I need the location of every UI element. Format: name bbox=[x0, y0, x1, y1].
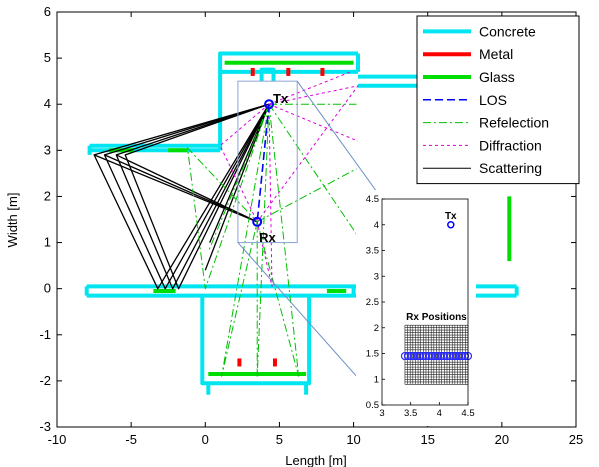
inset-x-tick-label: 4 bbox=[437, 408, 442, 419]
inset-rx-marker bbox=[433, 351, 443, 361]
inset-x-tick-label: 3 bbox=[379, 408, 384, 419]
reflection-ray bbox=[187, 104, 270, 290]
legend-label: Concrete bbox=[479, 23, 536, 39]
scattering-ray bbox=[124, 103, 270, 290]
legend-label: Refelection bbox=[479, 115, 549, 131]
inset-y-tick-label: 2 bbox=[374, 323, 379, 334]
diffraction-ray bbox=[256, 85, 359, 223]
scattering-ray bbox=[103, 103, 270, 290]
y-tick-label: 3 bbox=[44, 142, 51, 157]
legend-label: Glass bbox=[479, 69, 515, 85]
x-tick-label: 15 bbox=[420, 432, 434, 447]
legend-label: Scattering bbox=[479, 160, 542, 176]
reflection-ray bbox=[256, 104, 300, 377]
inset-rx-marker bbox=[451, 351, 461, 361]
y-tick-label: 2 bbox=[44, 188, 51, 203]
x-tick-label: 10 bbox=[346, 432, 360, 447]
inset-title: Rx Positions bbox=[406, 312, 467, 323]
inset-rx-marker bbox=[400, 351, 410, 361]
concrete-wall bbox=[200, 295, 312, 386]
tx-label: Tx bbox=[273, 91, 289, 106]
inset-rx-marker bbox=[448, 351, 458, 361]
inset-y-tick-label: 2.5 bbox=[366, 297, 379, 308]
inset-rx-marker bbox=[445, 351, 455, 361]
y-tick-label: -2 bbox=[39, 373, 51, 388]
inset-y-tick-label: 0.5 bbox=[366, 400, 379, 411]
scattering-ray bbox=[93, 103, 270, 290]
inset-y-tick-label: 3.5 bbox=[366, 246, 379, 257]
reflection-ray bbox=[268, 103, 369, 253]
inset-y-tick-label: 1.5 bbox=[366, 349, 379, 360]
x-tick-label: -10 bbox=[48, 432, 67, 447]
inset-x-tick-label: 3.5 bbox=[404, 408, 417, 419]
rx-label: Rx bbox=[259, 230, 276, 245]
y-tick-label: 0 bbox=[44, 281, 51, 296]
zoom-box bbox=[237, 80, 298, 244]
inset-rx-marker bbox=[430, 351, 440, 361]
reflection-ray bbox=[207, 104, 270, 252]
rx-marker bbox=[252, 216, 263, 227]
y-tick-label: 5 bbox=[44, 50, 51, 65]
inset-rx-marker bbox=[427, 351, 437, 361]
inset-y-tick-label: 1 bbox=[374, 374, 379, 385]
inset-rx-marker bbox=[454, 351, 464, 361]
y-tick-label: -3 bbox=[39, 419, 51, 434]
x-axis-label: Length [m] bbox=[285, 453, 346, 467]
inset-rx-marker bbox=[406, 351, 416, 361]
y-tick-label: 1 bbox=[44, 235, 51, 250]
y-tick-label: 4 bbox=[44, 96, 51, 111]
scattering-ray bbox=[93, 154, 258, 223]
diffraction-ray bbox=[268, 103, 359, 142]
legend: Concrete Metal Glass LOS Refelection Diffract… bbox=[416, 15, 580, 185]
inset-rx-marker bbox=[418, 351, 428, 361]
y-axis-label: Width [m] bbox=[5, 193, 20, 248]
inset-y-tick-label: 4 bbox=[374, 220, 379, 231]
inset-rx-marker bbox=[403, 351, 413, 361]
y-tick-label: 6 bbox=[44, 4, 51, 19]
inset-rx-marker bbox=[415, 351, 425, 361]
inset-rx-marker bbox=[436, 351, 446, 361]
diffraction-ray bbox=[219, 103, 270, 223]
inset-rx-marker bbox=[442, 351, 452, 361]
concrete-wall bbox=[259, 67, 276, 82]
scattering-ray bbox=[116, 154, 258, 223]
reflection-ray bbox=[256, 104, 270, 377]
x-tick-label: 0 bbox=[202, 432, 209, 447]
diffraction-ray bbox=[256, 104, 273, 287]
reflection-ray bbox=[221, 104, 270, 377]
zoom-connector bbox=[296, 80, 383, 200]
x-tick-label: 5 bbox=[276, 432, 283, 447]
tx-marker bbox=[264, 99, 275, 110]
inset-y-tick-label: 4.5 bbox=[366, 194, 379, 205]
inset-tx-label: Tx bbox=[445, 211, 457, 222]
inset-rx-marker bbox=[439, 351, 449, 361]
inset-plot: Rx Positions Tx 3 3.5 4 4.5 0.5 1 1.5 2 2.5 3 3.5 4 4.… bbox=[237, 80, 476, 426]
inset-y-tick-label: 3 bbox=[374, 271, 379, 282]
legend-box bbox=[416, 15, 580, 185]
reflection-ray bbox=[256, 168, 357, 223]
y-tick-label: -1 bbox=[39, 327, 51, 342]
scattering-ray bbox=[209, 103, 270, 243]
inset-rx-marker bbox=[424, 351, 434, 361]
los-ray bbox=[256, 104, 270, 222]
scattering-ray bbox=[204, 103, 270, 271]
inset-rx-marker bbox=[421, 351, 431, 361]
inset-rx-marker bbox=[412, 351, 422, 361]
x-tick-label: -5 bbox=[125, 432, 137, 447]
diffraction-ray bbox=[268, 71, 351, 105]
inset-rx-marker bbox=[460, 351, 470, 361]
legend-label: LOS bbox=[479, 92, 507, 108]
x-tick-label: 25 bbox=[569, 432, 583, 447]
inset-tx-marker bbox=[447, 221, 455, 229]
inset-rx-marker bbox=[457, 351, 467, 361]
x-tick-label: 20 bbox=[495, 432, 509, 447]
legend-label: Metal bbox=[479, 46, 513, 62]
scattering-ray bbox=[115, 103, 270, 290]
plot-frame bbox=[56, 11, 577, 428]
legend-label: Diffraction bbox=[479, 137, 542, 153]
inset-background bbox=[356, 190, 476, 426]
inset-x-tick-label: 4.5 bbox=[461, 408, 474, 419]
inset-rx-marker bbox=[409, 351, 419, 361]
